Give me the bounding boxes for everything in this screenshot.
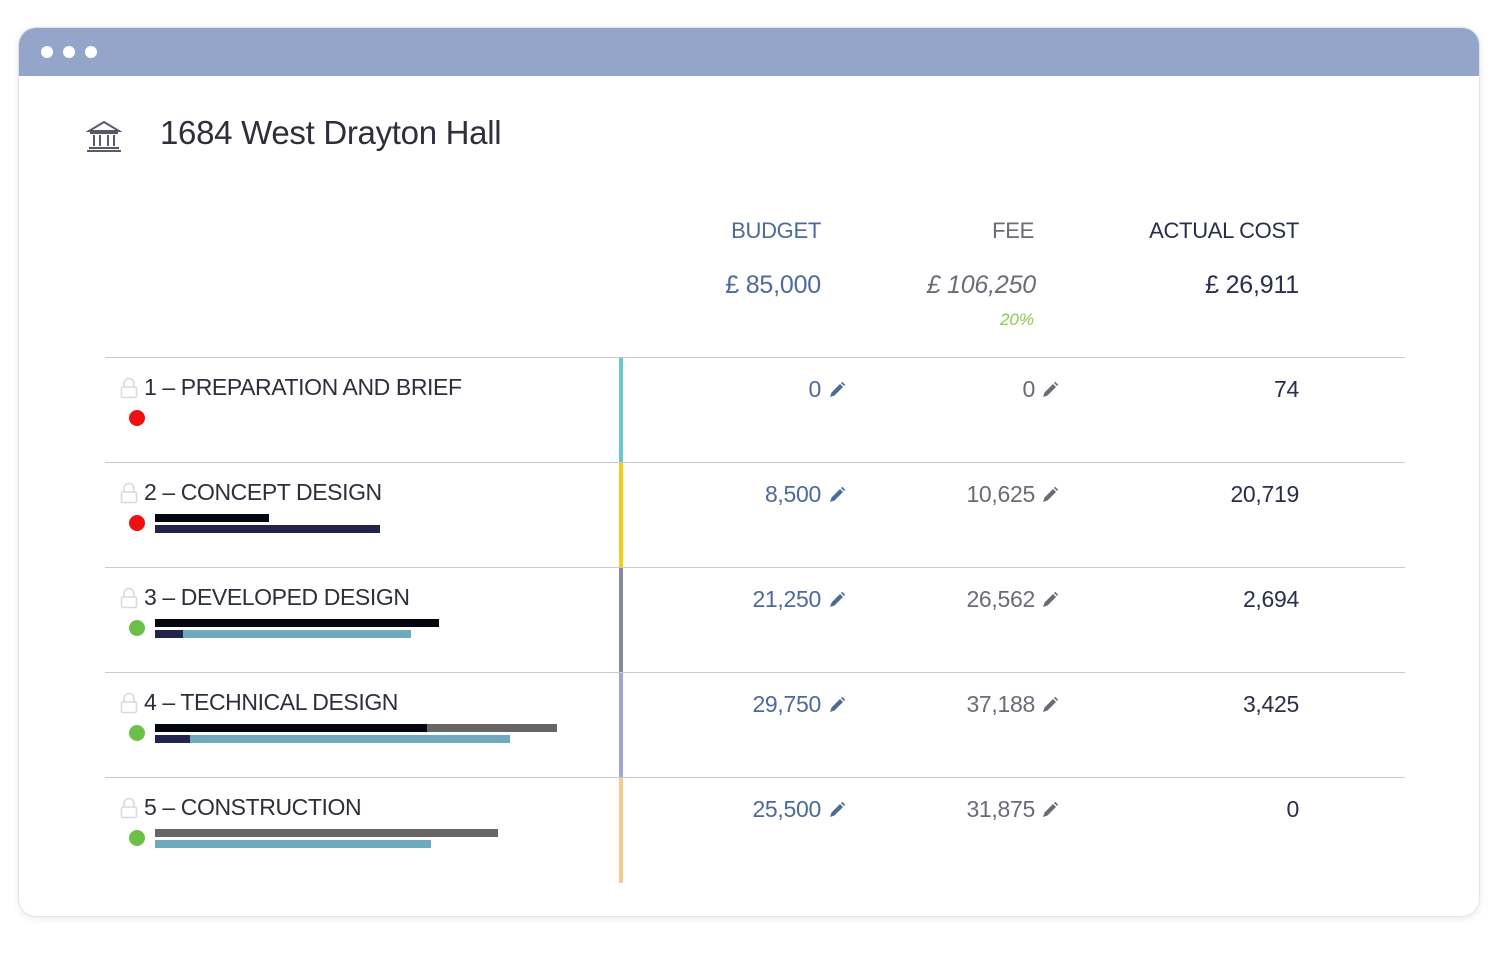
budget-total: £ 85,000 [725,271,821,299]
actual-cost-total: £ 26,911 [1205,271,1299,299]
budget-column-header[interactable]: BUDGET [731,218,821,243]
edit-fee-pencil-icon[interactable] [1040,800,1060,820]
lock-icon[interactable] [120,692,138,714]
lock-icon[interactable] [120,587,138,609]
window-dot-icon[interactable] [85,46,97,58]
row-divider [105,777,1405,778]
fee-value[interactable]: 0 [1022,376,1036,402]
window-dot-icon[interactable] [63,46,75,58]
stage-name: 3 – DEVELOPED DESIGN [144,584,410,610]
status-dot-icon [129,620,145,636]
status-dot-icon [129,830,145,846]
status-dot-icon [129,515,145,531]
edit-fee-pencil-icon[interactable] [1040,380,1060,400]
fee-allocation-bar [155,630,411,638]
budget-usage-bar [155,619,439,627]
stage-name: 1 – PREPARATION AND BRIEF [144,374,462,400]
actual-cost-value: 0 [1286,796,1300,822]
project-title: 1684 West Drayton Hall [160,114,502,151]
fee-total: £ 106,250 [926,271,1037,299]
edit-budget-pencil-icon[interactable] [827,485,847,505]
stage-name: 2 – CONCEPT DESIGN [144,479,382,505]
status-dot-icon [129,410,145,426]
fee-allocation-bar [155,840,431,848]
fee-column-header[interactable]: FEE [992,218,1034,243]
budget-usage-bar [155,724,427,732]
edit-fee-pencil-icon[interactable] [1040,695,1060,715]
edit-budget-pencil-icon[interactable] [827,800,847,820]
fee-usage-bar [155,735,190,743]
actual-cost-value: 74 [1274,376,1299,402]
stage-color-bar [619,358,623,463]
lock-icon[interactable] [120,797,138,819]
stage-name: 4 – TECHNICAL DESIGN [144,689,399,715]
window-dot-icon[interactable] [41,46,53,58]
stage-color-bar [619,778,623,883]
table-row[interactable]: 1 – PREPARATION AND BRIEF 0 0 74 [105,358,1405,463]
app-window: 1684 West Drayton Hall BUDGET FEE ACTUAL… [18,27,1480,917]
budget-allocation-bar [155,829,498,837]
window-titlebar [19,28,1479,76]
row-divider [105,567,1405,568]
budget-value[interactable]: 0 [808,376,822,402]
header-divider [105,357,1405,358]
budget-value[interactable]: 8,500 [764,481,821,507]
budget-usage-bar [155,514,269,522]
budget-value[interactable]: 29,750 [752,691,821,717]
budget-value[interactable]: 21,250 [752,586,821,612]
fee-value[interactable]: 10,625 [966,481,1035,507]
row-divider [105,672,1405,673]
table-row[interactable]: 5 – CONSTRUCTION 25,500 31,875 0 [105,778,1405,883]
fee-allocation-bar [155,735,510,743]
fee-value[interactable]: 37,188 [966,691,1035,717]
stage-name: 5 – CONSTRUCTION [144,794,362,820]
edit-fee-pencil-icon[interactable] [1040,485,1060,505]
table-row[interactable]: 4 – TECHNICAL DESIGN 29,750 37,188 3,425 [105,673,1405,778]
actual-cost-value: 20,719 [1230,481,1299,507]
actual-cost-column-header[interactable]: ACTUAL COST [1149,218,1299,243]
status-dot-icon [129,725,145,741]
fee-percentage: 20% [999,310,1034,329]
fee-value[interactable]: 31,875 [966,796,1035,822]
edit-budget-pencil-icon[interactable] [827,590,847,610]
row-divider [105,462,1405,463]
building-icon [85,118,123,154]
lock-icon[interactable] [120,482,138,504]
stage-color-bar [619,463,623,568]
fee-value[interactable]: 26,562 [966,586,1035,612]
stage-color-bar [619,673,623,778]
edit-budget-pencil-icon[interactable] [827,380,847,400]
budget-value[interactable]: 25,500 [752,796,821,822]
fee-usage-bar [155,630,183,638]
lock-icon[interactable] [120,377,138,399]
table-row[interactable]: 2 – CONCEPT DESIGN 8,500 10,625 20,719 [105,463,1405,568]
fee-usage-bar [155,525,380,533]
edit-fee-pencil-icon[interactable] [1040,590,1060,610]
table-row[interactable]: 3 – DEVELOPED DESIGN 21,250 26,562 2,694 [105,568,1405,673]
actual-cost-value: 3,425 [1242,691,1299,717]
actual-cost-value: 2,694 [1242,586,1299,612]
edit-budget-pencil-icon[interactable] [827,695,847,715]
stage-color-bar [619,568,623,673]
